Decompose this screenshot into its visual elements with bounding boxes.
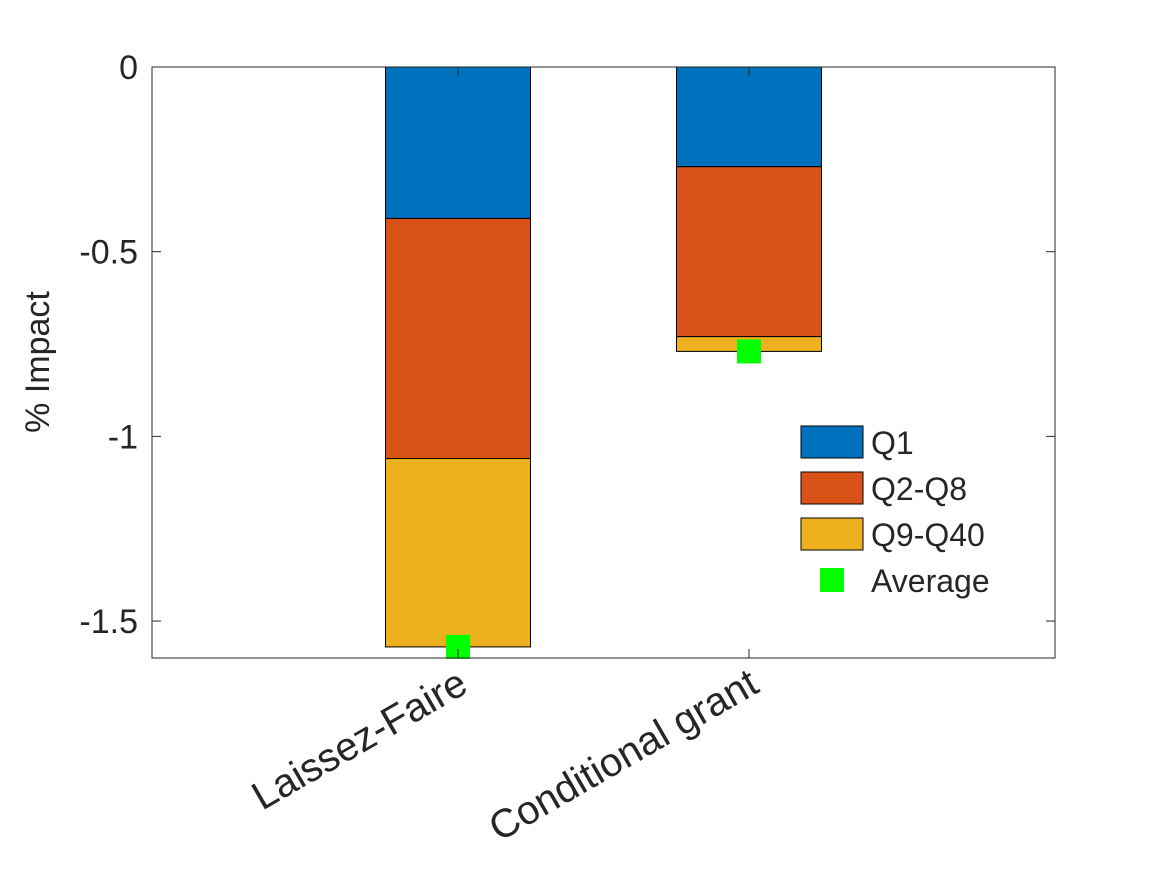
- legend-label-q9-q40: Q9-Q40: [871, 517, 985, 553]
- legend-swatch-average: [820, 568, 844, 592]
- legend-label-q2-q8: Q2-Q8: [871, 471, 967, 507]
- legend-swatch-q1: [800, 425, 864, 459]
- plot-frame: [151, 66, 1056, 659]
- legend-swatch-q2-q8: [800, 471, 864, 505]
- x-tick-label-1: Conditional grant: [482, 661, 766, 850]
- bar-q9-q40-0: [385, 458, 531, 648]
- legend-label-average: Average: [871, 563, 990, 599]
- bars-layer: [385, 66, 822, 648]
- legend-swatch-q9-q40: [800, 517, 864, 551]
- bar-q1-0: [385, 66, 531, 219]
- y-tick-label-2: -1: [108, 418, 138, 456]
- legend: Q1 Q2-Q8 Q9-Q40 Average: [800, 425, 990, 599]
- y-ticks: 0 -0.5 -1 -1.5: [79, 49, 1055, 641]
- x-tick-label-0: Laissez-Faire: [245, 661, 475, 819]
- average-marker-1: [737, 339, 761, 364]
- axes-layer: [151, 66, 1056, 659]
- bar-q2-q8-1: [676, 166, 822, 338]
- y-axis-label: % Impact: [19, 291, 57, 433]
- legend-label-q1: Q1: [871, 425, 914, 461]
- bar-q2-q8-0: [385, 217, 531, 460]
- y-tick-label-0: 0: [119, 49, 138, 87]
- bar-q1-1: [676, 66, 822, 168]
- plot-background: [152, 67, 1055, 658]
- y-tick-label-3: -1.5: [79, 603, 138, 641]
- y-tick-label-1: -0.5: [79, 234, 138, 272]
